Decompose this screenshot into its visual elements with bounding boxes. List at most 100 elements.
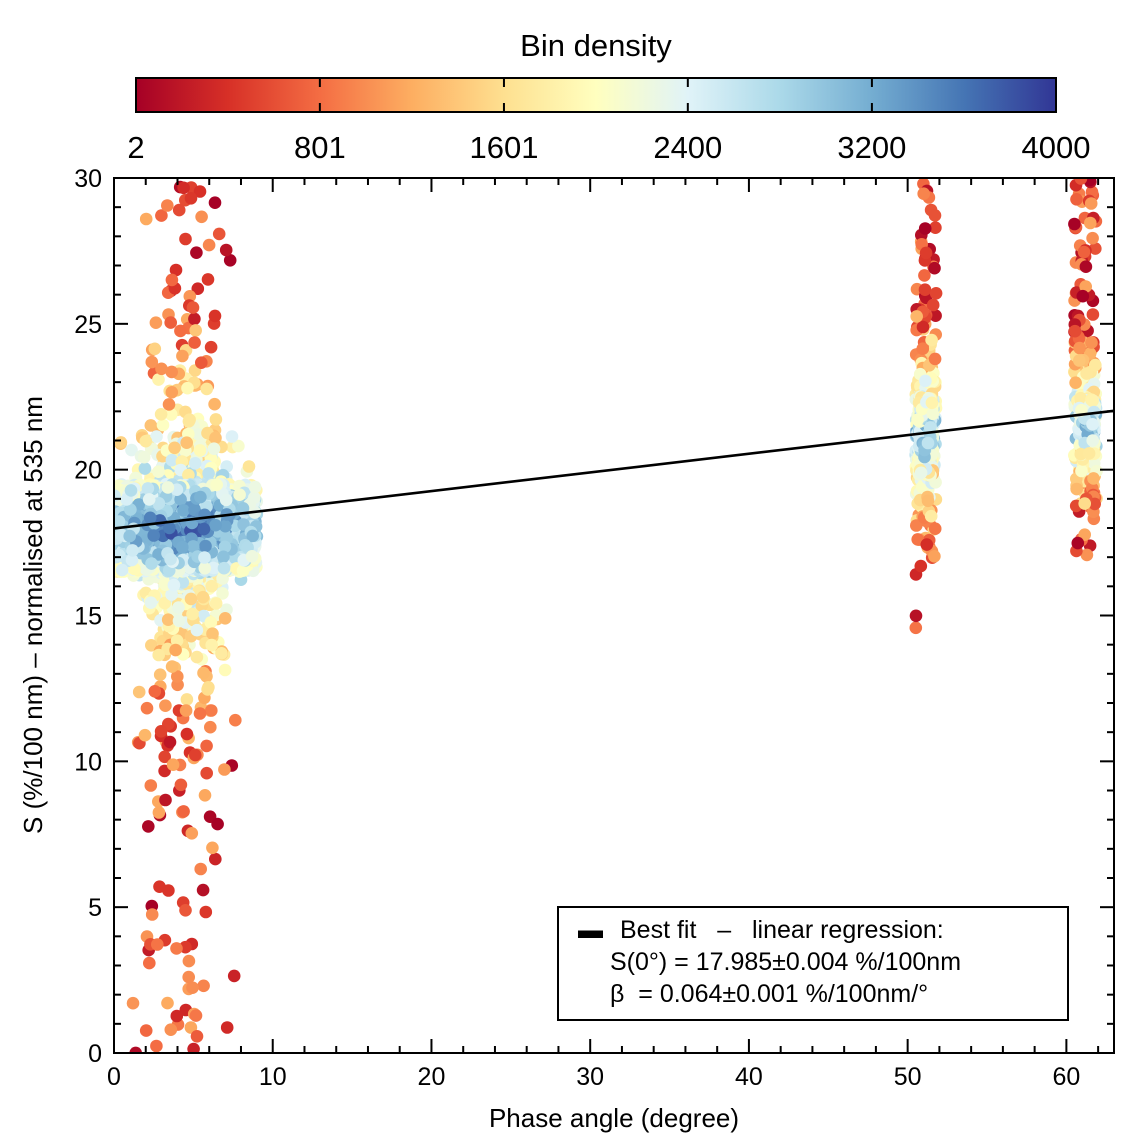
data-point bbox=[147, 529, 160, 542]
data-point bbox=[140, 701, 154, 715]
y-tick-label: 20 bbox=[74, 457, 102, 485]
data-point bbox=[924, 509, 938, 523]
y-tick-label: 30 bbox=[74, 165, 102, 193]
data-point bbox=[114, 436, 128, 449]
data-point bbox=[198, 551, 211, 564]
data-point bbox=[145, 908, 159, 921]
data-point bbox=[1073, 341, 1086, 355]
data-point bbox=[139, 434, 153, 448]
data-point bbox=[1086, 434, 1099, 447]
data-point bbox=[165, 453, 179, 467]
data-point bbox=[196, 590, 210, 604]
data-point bbox=[174, 778, 188, 792]
data-point bbox=[225, 430, 239, 443]
data-point bbox=[1079, 280, 1092, 293]
x-tick-label: 40 bbox=[735, 1063, 763, 1091]
data-point bbox=[248, 480, 262, 494]
data-point bbox=[1068, 217, 1081, 231]
data-point bbox=[167, 578, 181, 592]
data-point bbox=[183, 413, 196, 427]
data-point bbox=[172, 614, 186, 628]
data-point bbox=[202, 681, 215, 694]
data-point bbox=[190, 246, 203, 259]
data-point bbox=[158, 596, 171, 610]
data-point bbox=[1087, 472, 1100, 485]
data-point bbox=[145, 639, 158, 652]
data-point bbox=[171, 670, 184, 683]
data-point bbox=[115, 563, 129, 577]
data-point bbox=[177, 805, 190, 818]
data-point bbox=[198, 562, 212, 575]
data-point bbox=[208, 196, 222, 209]
colorbar-tick-label: 3200 bbox=[837, 130, 906, 165]
data-point bbox=[1068, 324, 1082, 338]
data-point bbox=[204, 616, 218, 629]
data-point bbox=[1070, 193, 1083, 206]
data-point bbox=[142, 820, 155, 833]
data-point bbox=[189, 324, 202, 337]
data-point bbox=[1070, 482, 1083, 496]
data-point bbox=[209, 852, 222, 866]
data-point bbox=[124, 503, 137, 516]
data-point bbox=[143, 511, 157, 525]
data-point bbox=[918, 222, 932, 235]
data-point bbox=[236, 502, 250, 515]
scatter-points bbox=[114, 178, 1103, 1053]
data-point bbox=[188, 312, 201, 326]
data-point bbox=[180, 693, 194, 706]
data-point bbox=[1077, 245, 1091, 259]
data-point bbox=[920, 538, 934, 551]
data-point bbox=[219, 519, 232, 533]
data-point bbox=[1086, 394, 1099, 408]
data-point bbox=[928, 261, 941, 275]
data-point bbox=[164, 1023, 178, 1036]
data-point bbox=[921, 436, 935, 450]
data-point bbox=[180, 436, 193, 450]
data-point bbox=[191, 282, 205, 296]
data-point bbox=[910, 310, 923, 323]
data-point bbox=[909, 621, 923, 635]
data-point bbox=[183, 290, 197, 303]
data-point bbox=[236, 564, 250, 577]
x-tick-label: 30 bbox=[576, 1063, 604, 1091]
colorbar-tick-label: 1601 bbox=[469, 130, 538, 165]
data-point bbox=[209, 597, 223, 610]
data-point bbox=[188, 457, 202, 470]
data-point bbox=[165, 386, 179, 399]
data-point bbox=[152, 373, 165, 386]
data-point bbox=[207, 442, 221, 456]
y-axis-label: S (%/100 nm) – normalised at 535 nm bbox=[18, 396, 48, 834]
data-point bbox=[223, 253, 237, 267]
data-point bbox=[190, 623, 204, 637]
data-point bbox=[232, 439, 245, 453]
data-point bbox=[217, 561, 231, 575]
data-point bbox=[919, 246, 933, 260]
data-point bbox=[1075, 464, 1088, 478]
data-point bbox=[177, 504, 190, 517]
data-point bbox=[219, 493, 233, 507]
data-point bbox=[205, 638, 218, 652]
data-point bbox=[152, 648, 165, 662]
data-point bbox=[153, 668, 167, 681]
data-point bbox=[220, 1021, 234, 1034]
data-point bbox=[1071, 536, 1085, 550]
data-point bbox=[138, 462, 152, 475]
data-point bbox=[162, 398, 176, 411]
data-point bbox=[914, 559, 928, 573]
data-point bbox=[918, 283, 932, 297]
data-point bbox=[190, 650, 204, 664]
data-point bbox=[227, 969, 241, 983]
data-point bbox=[152, 806, 166, 819]
y-tick-label: 5 bbox=[88, 894, 102, 922]
data-point bbox=[163, 521, 176, 535]
x-tick-label: 10 bbox=[259, 1063, 287, 1091]
data-point bbox=[137, 450, 151, 464]
data-point bbox=[195, 210, 208, 224]
colorbar-tick-label: 2400 bbox=[653, 130, 722, 165]
data-point bbox=[154, 725, 168, 738]
data-point bbox=[188, 336, 201, 349]
data-point bbox=[161, 613, 175, 626]
data-point bbox=[185, 827, 199, 840]
data-point bbox=[194, 862, 207, 876]
colorbar-ticks: 2 801 1601 2400 3200 4000 bbox=[127, 78, 1090, 165]
